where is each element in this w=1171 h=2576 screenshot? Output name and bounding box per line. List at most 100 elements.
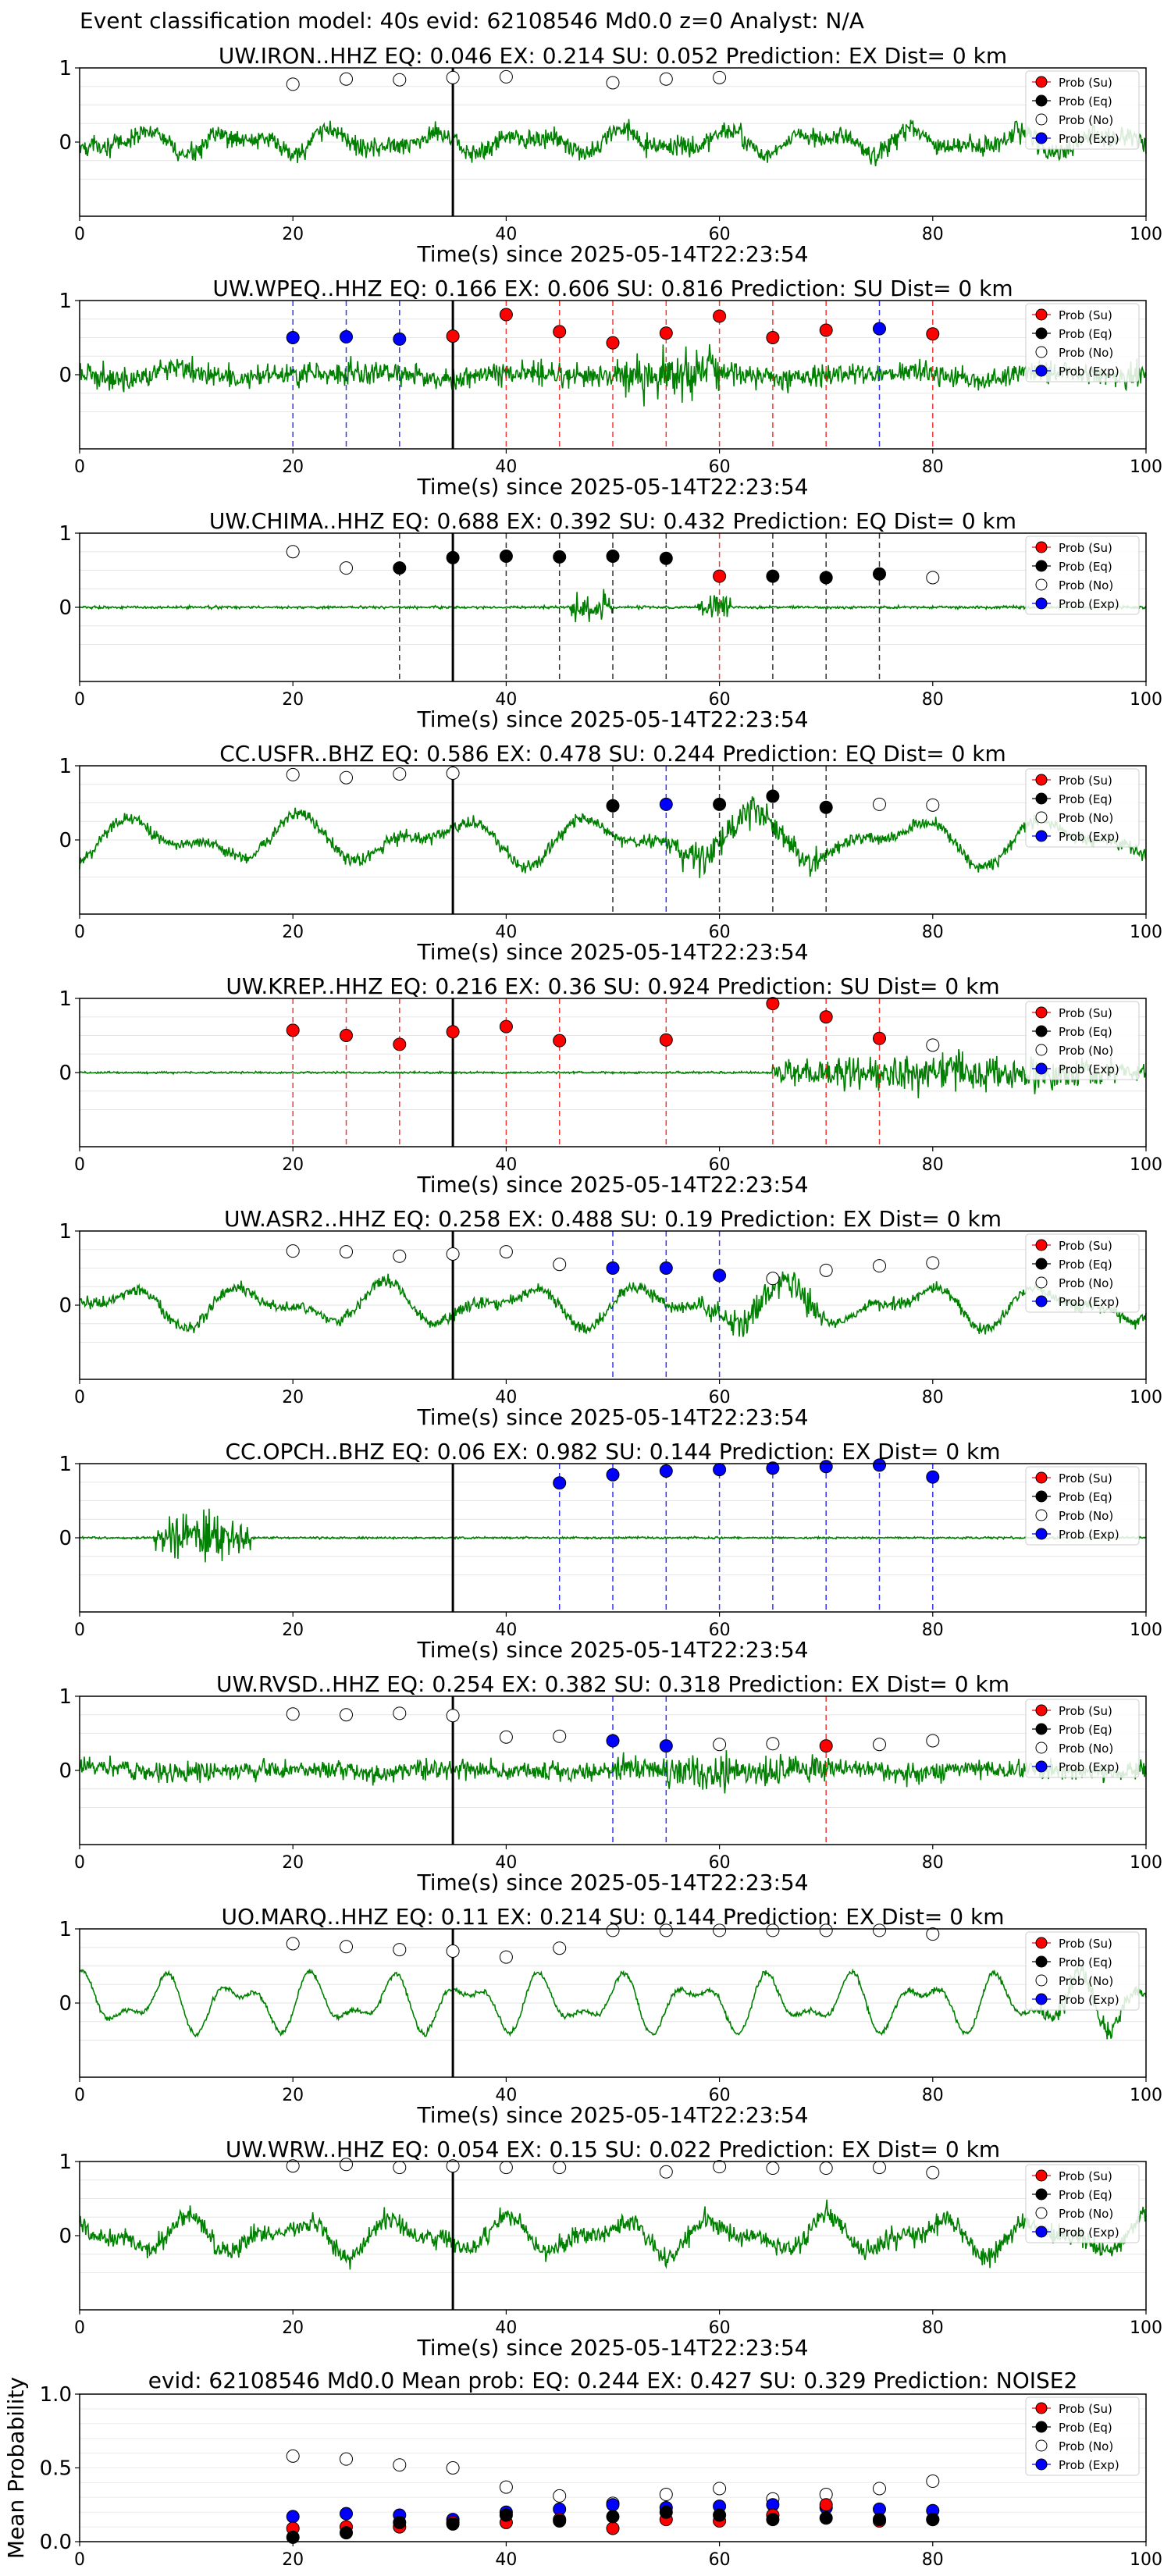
mean-marker-no xyxy=(659,2488,673,2502)
prob-marker-no xyxy=(819,1923,833,1937)
prob-marker-no xyxy=(286,1707,300,1721)
prob-marker-no xyxy=(286,767,300,781)
x-tick-label: 20 xyxy=(282,1388,304,1407)
x-tick-label: 60 xyxy=(709,1388,731,1407)
x-tick-label: 60 xyxy=(709,1621,731,1640)
x-axis-label: Time(s) since 2025-05-14T22:23:54 xyxy=(416,2335,808,2361)
legend-marker-no xyxy=(1035,1974,1048,1987)
legend-label-eq: Prob (Eq) xyxy=(1059,560,1112,574)
x-tick-label: 0 xyxy=(74,1621,85,1640)
legend-box xyxy=(1025,768,1140,848)
legend-marker-eq xyxy=(1035,2421,1048,2433)
prob-marker-exp xyxy=(606,1734,620,1748)
prob-marker-eq xyxy=(766,789,780,803)
prob-marker-no xyxy=(553,1941,567,1955)
legend-marker-exp xyxy=(1035,2226,1048,2238)
mean-marker-eq xyxy=(499,2508,513,2522)
prob-marker-no xyxy=(659,1923,673,1937)
legend-marker-exp xyxy=(1035,830,1048,842)
mean-marker-no xyxy=(393,2458,407,2472)
legend-marker-exp xyxy=(1035,597,1048,610)
x-tick-label: 0 xyxy=(74,2086,85,2105)
legend: Prob (Su) Prob (Eq) Prob (No) Prob (Exp) xyxy=(1025,2396,1140,2476)
prob-marker-eq xyxy=(873,567,886,581)
mean-marker-exp xyxy=(606,2498,620,2512)
mean-marker-no xyxy=(873,2482,886,2496)
prob-marker-su xyxy=(606,336,620,350)
prob-marker-no xyxy=(446,1247,460,1261)
legend-box xyxy=(1025,1466,1140,1546)
prob-marker-no xyxy=(446,1944,460,1958)
legend-label-eq: Prob (Eq) xyxy=(1059,1723,1112,1737)
x-tick-label: 20 xyxy=(282,1621,304,1640)
x-tick-label: 80 xyxy=(922,2550,944,2570)
prob-marker-no xyxy=(286,77,300,91)
prob-marker-exp xyxy=(873,1458,886,1472)
legend-marker-su xyxy=(1035,1239,1048,1251)
panel-title: UW.KREP..HHZ EQ: 0.216 EX: 0.36 SU: 0.92… xyxy=(226,973,999,999)
prob-marker-no xyxy=(340,2158,353,2172)
mean-marker-no xyxy=(553,2489,567,2503)
legend-label-su: Prob (Su) xyxy=(1059,308,1112,322)
prob-marker-no xyxy=(873,1738,886,1752)
prob-marker-no xyxy=(393,767,407,781)
prob-marker-su xyxy=(926,327,940,341)
legend-marker-no xyxy=(1035,2439,1048,2452)
x-tick-label: 40 xyxy=(495,923,517,942)
waveform-trace xyxy=(79,119,1147,166)
legend-marker-no xyxy=(1035,346,1048,358)
waveform-trace xyxy=(79,1048,1147,1098)
x-tick-label: 80 xyxy=(922,690,944,710)
legend-marker-eq xyxy=(1035,1025,1048,1037)
prob-marker-no xyxy=(819,2161,833,2176)
prob-marker-no xyxy=(766,1272,780,1286)
prob-marker-eq xyxy=(553,550,567,564)
legend-marker-exp xyxy=(1035,1295,1048,1308)
prob-marker-no xyxy=(926,1927,940,1941)
x-tick-label: 0 xyxy=(74,225,85,244)
x-tick-label: 100 xyxy=(1130,690,1162,710)
x-tick-label: 60 xyxy=(709,1853,731,1873)
x-tick-label: 40 xyxy=(495,225,517,244)
prob-marker-no xyxy=(553,1729,567,1743)
legend: Prob (Su) Prob (Eq) Prob (No) Prob (Exp) xyxy=(1025,535,1140,615)
prob-marker-no xyxy=(393,73,407,87)
legend-marker-eq xyxy=(1035,1490,1048,1503)
prob-marker-no xyxy=(393,1706,407,1720)
panel-title: UW.RVSD..HHZ EQ: 0.254 EX: 0.382 SU: 0.3… xyxy=(216,1671,1009,1697)
prob-marker-no xyxy=(499,69,513,84)
prob-marker-no xyxy=(873,1259,886,1273)
legend-label-no: Prob (No) xyxy=(1059,1974,1113,1988)
legend-label-no: Prob (No) xyxy=(1059,2439,1113,2453)
x-tick-label: 80 xyxy=(922,1853,944,1873)
y-tick-label: 1 xyxy=(59,57,72,80)
prob-marker-no xyxy=(553,1258,567,1272)
mean-marker-eq xyxy=(766,2513,780,2527)
prob-marker-no xyxy=(340,1940,353,1954)
legend-marker-su xyxy=(1035,1704,1048,1717)
x-tick-label: 60 xyxy=(709,1155,731,1175)
panel-title: UW.IRON..HHZ EQ: 0.046 EX: 0.214 SU: 0.0… xyxy=(219,43,1007,69)
x-tick-label: 80 xyxy=(922,457,944,477)
legend-label-eq: Prob (Eq) xyxy=(1059,2421,1112,2435)
prob-marker-su xyxy=(340,1029,353,1042)
panel-title: CC.USFR..BHZ EQ: 0.586 EX: 0.478 SU: 0.2… xyxy=(219,741,1006,767)
legend-label-eq: Prob (Eq) xyxy=(1059,1258,1112,1272)
y-tick-label: 0 xyxy=(59,2225,72,2248)
prob-marker-no xyxy=(499,1950,513,1964)
prob-marker-exp xyxy=(659,1739,673,1753)
legend-marker-su xyxy=(1035,1937,1048,1949)
prob-marker-no xyxy=(926,571,940,585)
prob-marker-su xyxy=(819,323,833,337)
legend-label-exp: Prob (Exp) xyxy=(1059,132,1119,146)
legend-label-eq: Prob (Eq) xyxy=(1059,94,1112,109)
prob-marker-no xyxy=(819,1263,833,1277)
prob-marker-su xyxy=(766,997,780,1011)
x-axis-label: Time(s) since 2025-05-14T22:23:54 xyxy=(416,1637,808,1663)
x-axis-label: Time(s) since 2025-05-14T22:23:54 xyxy=(416,241,808,267)
prob-marker-eq xyxy=(499,549,513,563)
y-tick-label: 0 xyxy=(59,364,72,387)
prob-marker-su xyxy=(499,1019,513,1034)
legend-box xyxy=(1025,1931,1140,2011)
legend-marker-exp xyxy=(1035,365,1048,377)
